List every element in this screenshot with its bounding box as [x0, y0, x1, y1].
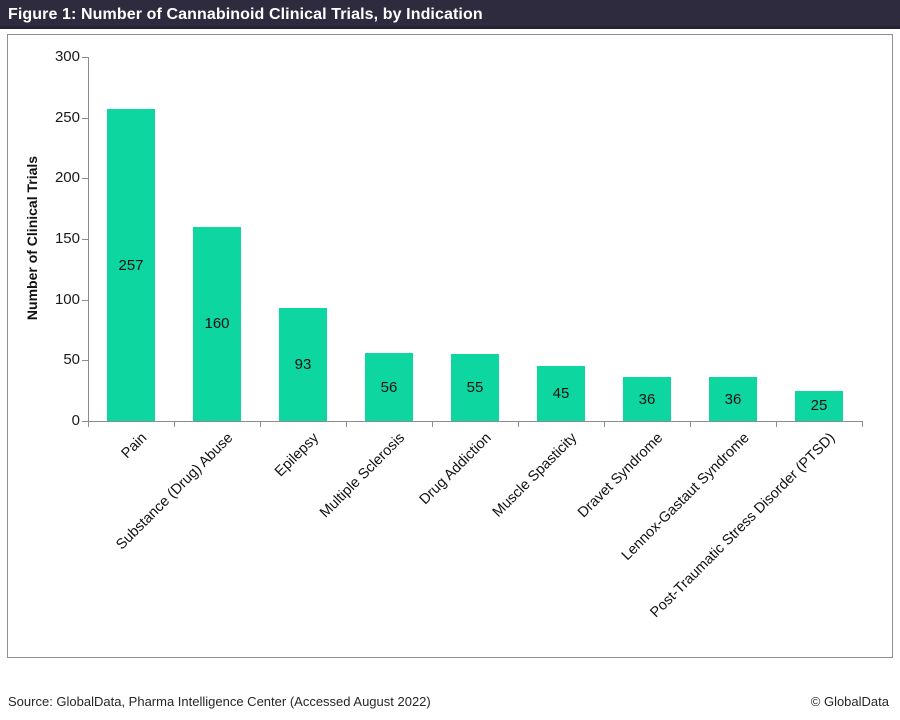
copyright-note: © GlobalData — [810, 694, 889, 709]
bar-value-label: 45 — [552, 385, 570, 403]
y-axis-tick-mark — [82, 239, 88, 240]
x-axis-tick-mark — [346, 422, 347, 427]
source-note: Source: GlobalData, Pharma Intelligence … — [8, 694, 431, 709]
bar: 56 — [365, 353, 413, 421]
bar-value-label: 257 — [118, 256, 144, 274]
bar: 257 — [107, 109, 155, 421]
x-axis-tick-mark — [776, 422, 777, 427]
x-axis-tick-mark — [690, 422, 691, 427]
bar-value-label: 36 — [638, 390, 656, 408]
y-axis-tick-mark — [82, 299, 88, 301]
y-axis-tick-mark — [82, 421, 88, 422]
bar: 55 — [451, 354, 499, 421]
y-axis-line — [88, 57, 89, 422]
y-axis-tick-mark — [82, 178, 88, 180]
x-axis-tick-mark — [88, 422, 89, 427]
y-axis-tick-label: 300 — [54, 48, 80, 65]
y-axis-tick-mark — [82, 57, 88, 58]
bar: 36 — [709, 377, 757, 421]
y-axis-tick-label: 200 — [54, 169, 80, 187]
x-axis-tick-mark — [260, 422, 261, 427]
bar-value-label: 56 — [380, 378, 398, 396]
y-axis-tick-label: 150 — [54, 230, 80, 247]
y-axis-tick-label: 100 — [54, 290, 80, 308]
y-axis-tick-label: 50 — [63, 351, 80, 369]
y-axis-tick-label: 250 — [54, 108, 80, 126]
x-axis-category-label: Pain — [118, 430, 151, 462]
x-axis-category-label: Multiple Sclerosis — [317, 430, 409, 522]
y-axis-tick-label: 0 — [71, 412, 80, 429]
x-axis-category-label: Dravet Syndrome — [575, 430, 667, 522]
bar: 36 — [623, 377, 671, 421]
x-axis-tick-mark — [518, 422, 519, 427]
x-axis-line — [88, 421, 863, 422]
x-axis-tick-mark — [174, 422, 175, 427]
bar: 45 — [537, 366, 585, 421]
x-axis-tick-mark — [862, 422, 863, 427]
bar-value-label: 36 — [724, 390, 742, 408]
bar-value-label: 160 — [204, 315, 230, 333]
bar-value-label: 55 — [466, 379, 484, 397]
bar: 160 — [193, 226, 241, 421]
y-axis-tick-mark — [82, 117, 88, 119]
bar: 25 — [795, 390, 843, 421]
x-axis-tick-mark — [432, 422, 433, 427]
x-axis-category-label: Muscle Spasticity — [489, 430, 581, 521]
bar-value-label: 93 — [294, 356, 312, 374]
bar: 93 — [279, 308, 327, 421]
x-axis-category-label: Post-Traumatic Stress Disorder (PTSD) — [647, 430, 839, 621]
bar-value-label: 25 — [810, 397, 828, 415]
y-axis-tick-mark — [82, 360, 88, 362]
x-axis-category-label: Epilepsy — [272, 430, 323, 481]
x-axis-category-label: Drug Addiction — [416, 430, 495, 509]
x-axis-tick-mark — [604, 422, 605, 427]
figure-title-bar: Figure 1: Number of Cannabinoid Clinical… — [0, 0, 900, 29]
